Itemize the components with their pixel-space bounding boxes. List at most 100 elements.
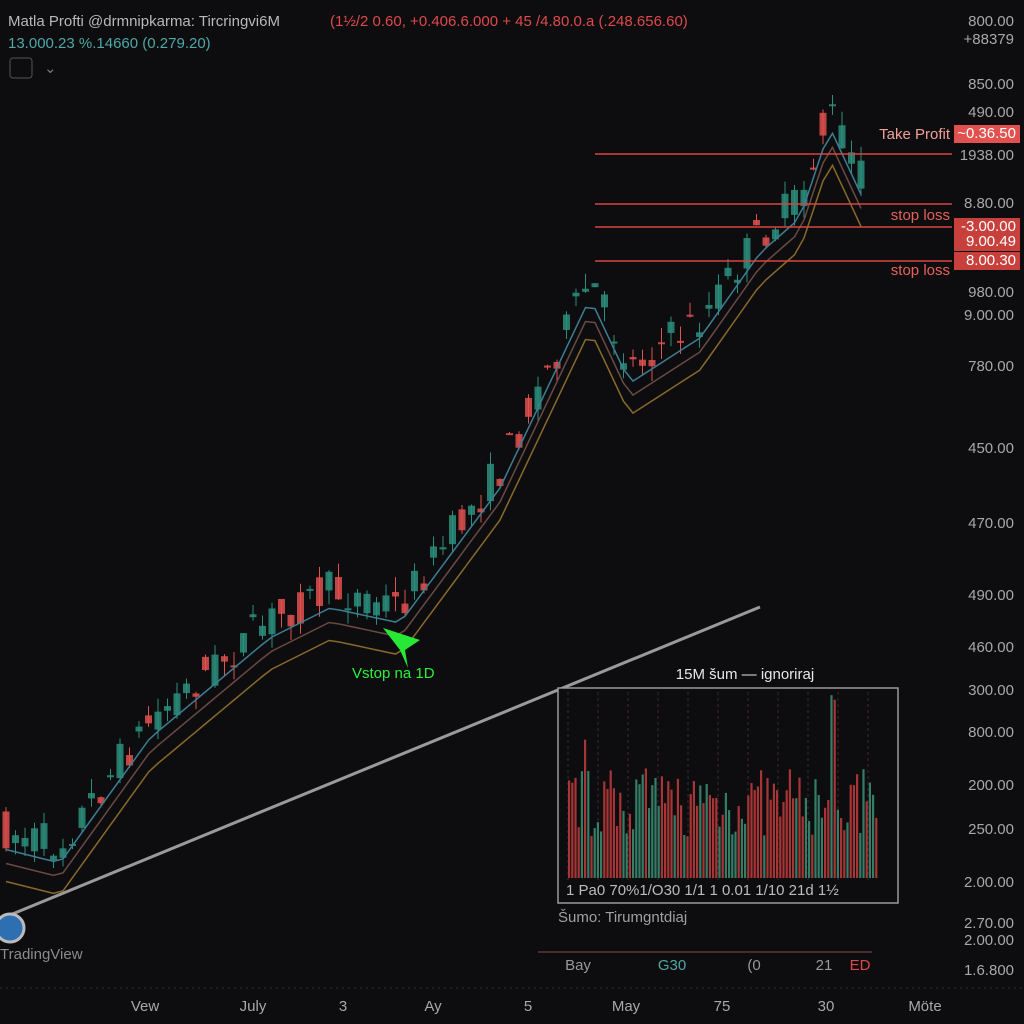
- inset-bar: [667, 781, 670, 878]
- candle: [506, 433, 513, 436]
- inset-bar: [680, 805, 683, 878]
- stop-loss-label: stop loss: [891, 207, 950, 224]
- price-tag-label: -3.00.00: [961, 218, 1016, 235]
- inset-bar: [769, 799, 772, 878]
- candle: [192, 693, 200, 697]
- inset-bar: [632, 829, 635, 878]
- price-tag: [954, 233, 1020, 251]
- inset-bar: [660, 776, 663, 878]
- price-label: 850.00: [968, 76, 1014, 93]
- inset-bar: [798, 777, 801, 878]
- candle: [31, 828, 38, 852]
- inset-bar: [753, 790, 756, 878]
- candle: [401, 603, 409, 614]
- candle: [335, 577, 342, 600]
- candle: [658, 342, 665, 345]
- candle: [173, 693, 181, 716]
- candle: [240, 633, 247, 653]
- price-label: 2.00.00: [964, 932, 1014, 949]
- candle: [715, 284, 722, 309]
- candle: [116, 743, 124, 779]
- inset-caption: Šumo: Tirumgntdiaj: [558, 909, 687, 926]
- price-label: 1938.00: [960, 147, 1014, 164]
- inset-bar: [756, 786, 759, 878]
- candle: [686, 314, 694, 317]
- candle: [525, 397, 532, 417]
- inset-bar: [760, 770, 763, 878]
- moving-average: [5, 145, 862, 877]
- candle: [97, 797, 105, 804]
- candle: [753, 220, 760, 226]
- inset-bar: [593, 828, 596, 878]
- candle: [724, 267, 732, 277]
- candle: [629, 356, 637, 360]
- price-label: 460.00: [968, 639, 1014, 656]
- candle: [781, 193, 789, 219]
- candle: [468, 505, 475, 515]
- inset-bar: [689, 794, 692, 878]
- entry-label: Vstop na 1D: [352, 665, 435, 682]
- inset-bar: [763, 835, 766, 878]
- candle: [316, 577, 323, 607]
- stop-loss-label: stop loss: [891, 262, 950, 279]
- inset-bar: [827, 799, 830, 878]
- price-tag-label: 9.00.49: [966, 233, 1016, 250]
- inset-bar: [846, 822, 849, 878]
- inset-bar: [779, 816, 782, 878]
- price-label: 250.00: [968, 821, 1014, 838]
- candle: [126, 755, 133, 766]
- inset-bar: [705, 783, 708, 878]
- candle: [639, 359, 646, 366]
- logo-icon: [0, 912, 26, 944]
- candle: [487, 463, 494, 502]
- candle: [772, 229, 779, 240]
- candle: [648, 360, 656, 367]
- inset-bar: [676, 778, 679, 878]
- candle: [249, 614, 257, 618]
- inset-bar: [638, 784, 641, 878]
- inset-bar: [734, 831, 737, 878]
- inset-bar: [600, 831, 603, 878]
- inset-bar: [721, 814, 724, 878]
- candle: [857, 160, 865, 189]
- price-label: 1.6.800: [964, 962, 1014, 979]
- inset-bar: [715, 797, 718, 878]
- candle: [202, 656, 209, 671]
- candle: [306, 588, 314, 591]
- candle: [268, 608, 276, 635]
- candle: [449, 515, 456, 545]
- price-tag-label: 8.00.30: [966, 252, 1016, 269]
- inset-bar: [747, 795, 750, 878]
- candle: [838, 125, 846, 149]
- inset-bar: [692, 781, 695, 878]
- candle: [12, 835, 19, 844]
- inset-bar: [619, 792, 622, 878]
- candle: [458, 509, 466, 531]
- indicator-button[interactable]: [9, 57, 33, 79]
- price-label: 470.00: [968, 515, 1014, 532]
- inset-bar: [801, 816, 804, 878]
- price-label: 450.00: [968, 440, 1014, 457]
- candle: [2, 811, 10, 849]
- candle: [135, 726, 143, 732]
- inset-bar: [852, 785, 855, 878]
- inset-bar: [584, 739, 587, 878]
- candle: [477, 508, 485, 513]
- candle: [544, 365, 551, 368]
- take-profit-label: Take Profit: [879, 126, 951, 143]
- collapse-icon[interactable]: ⌄: [44, 60, 57, 77]
- inset-bar: [625, 833, 628, 878]
- inset-bar: [750, 783, 753, 878]
- inset-bar: [609, 770, 612, 878]
- inset-bar: [644, 768, 647, 878]
- inset-bar: [792, 798, 795, 878]
- inset-bar: [766, 778, 769, 878]
- candle: [40, 823, 48, 849]
- candle: [259, 625, 266, 636]
- inset-bar: [587, 771, 590, 878]
- inset-bar: [654, 777, 657, 878]
- price-label: +88379: [964, 31, 1014, 48]
- price-tag: [954, 252, 1020, 270]
- candle: [734, 279, 741, 283]
